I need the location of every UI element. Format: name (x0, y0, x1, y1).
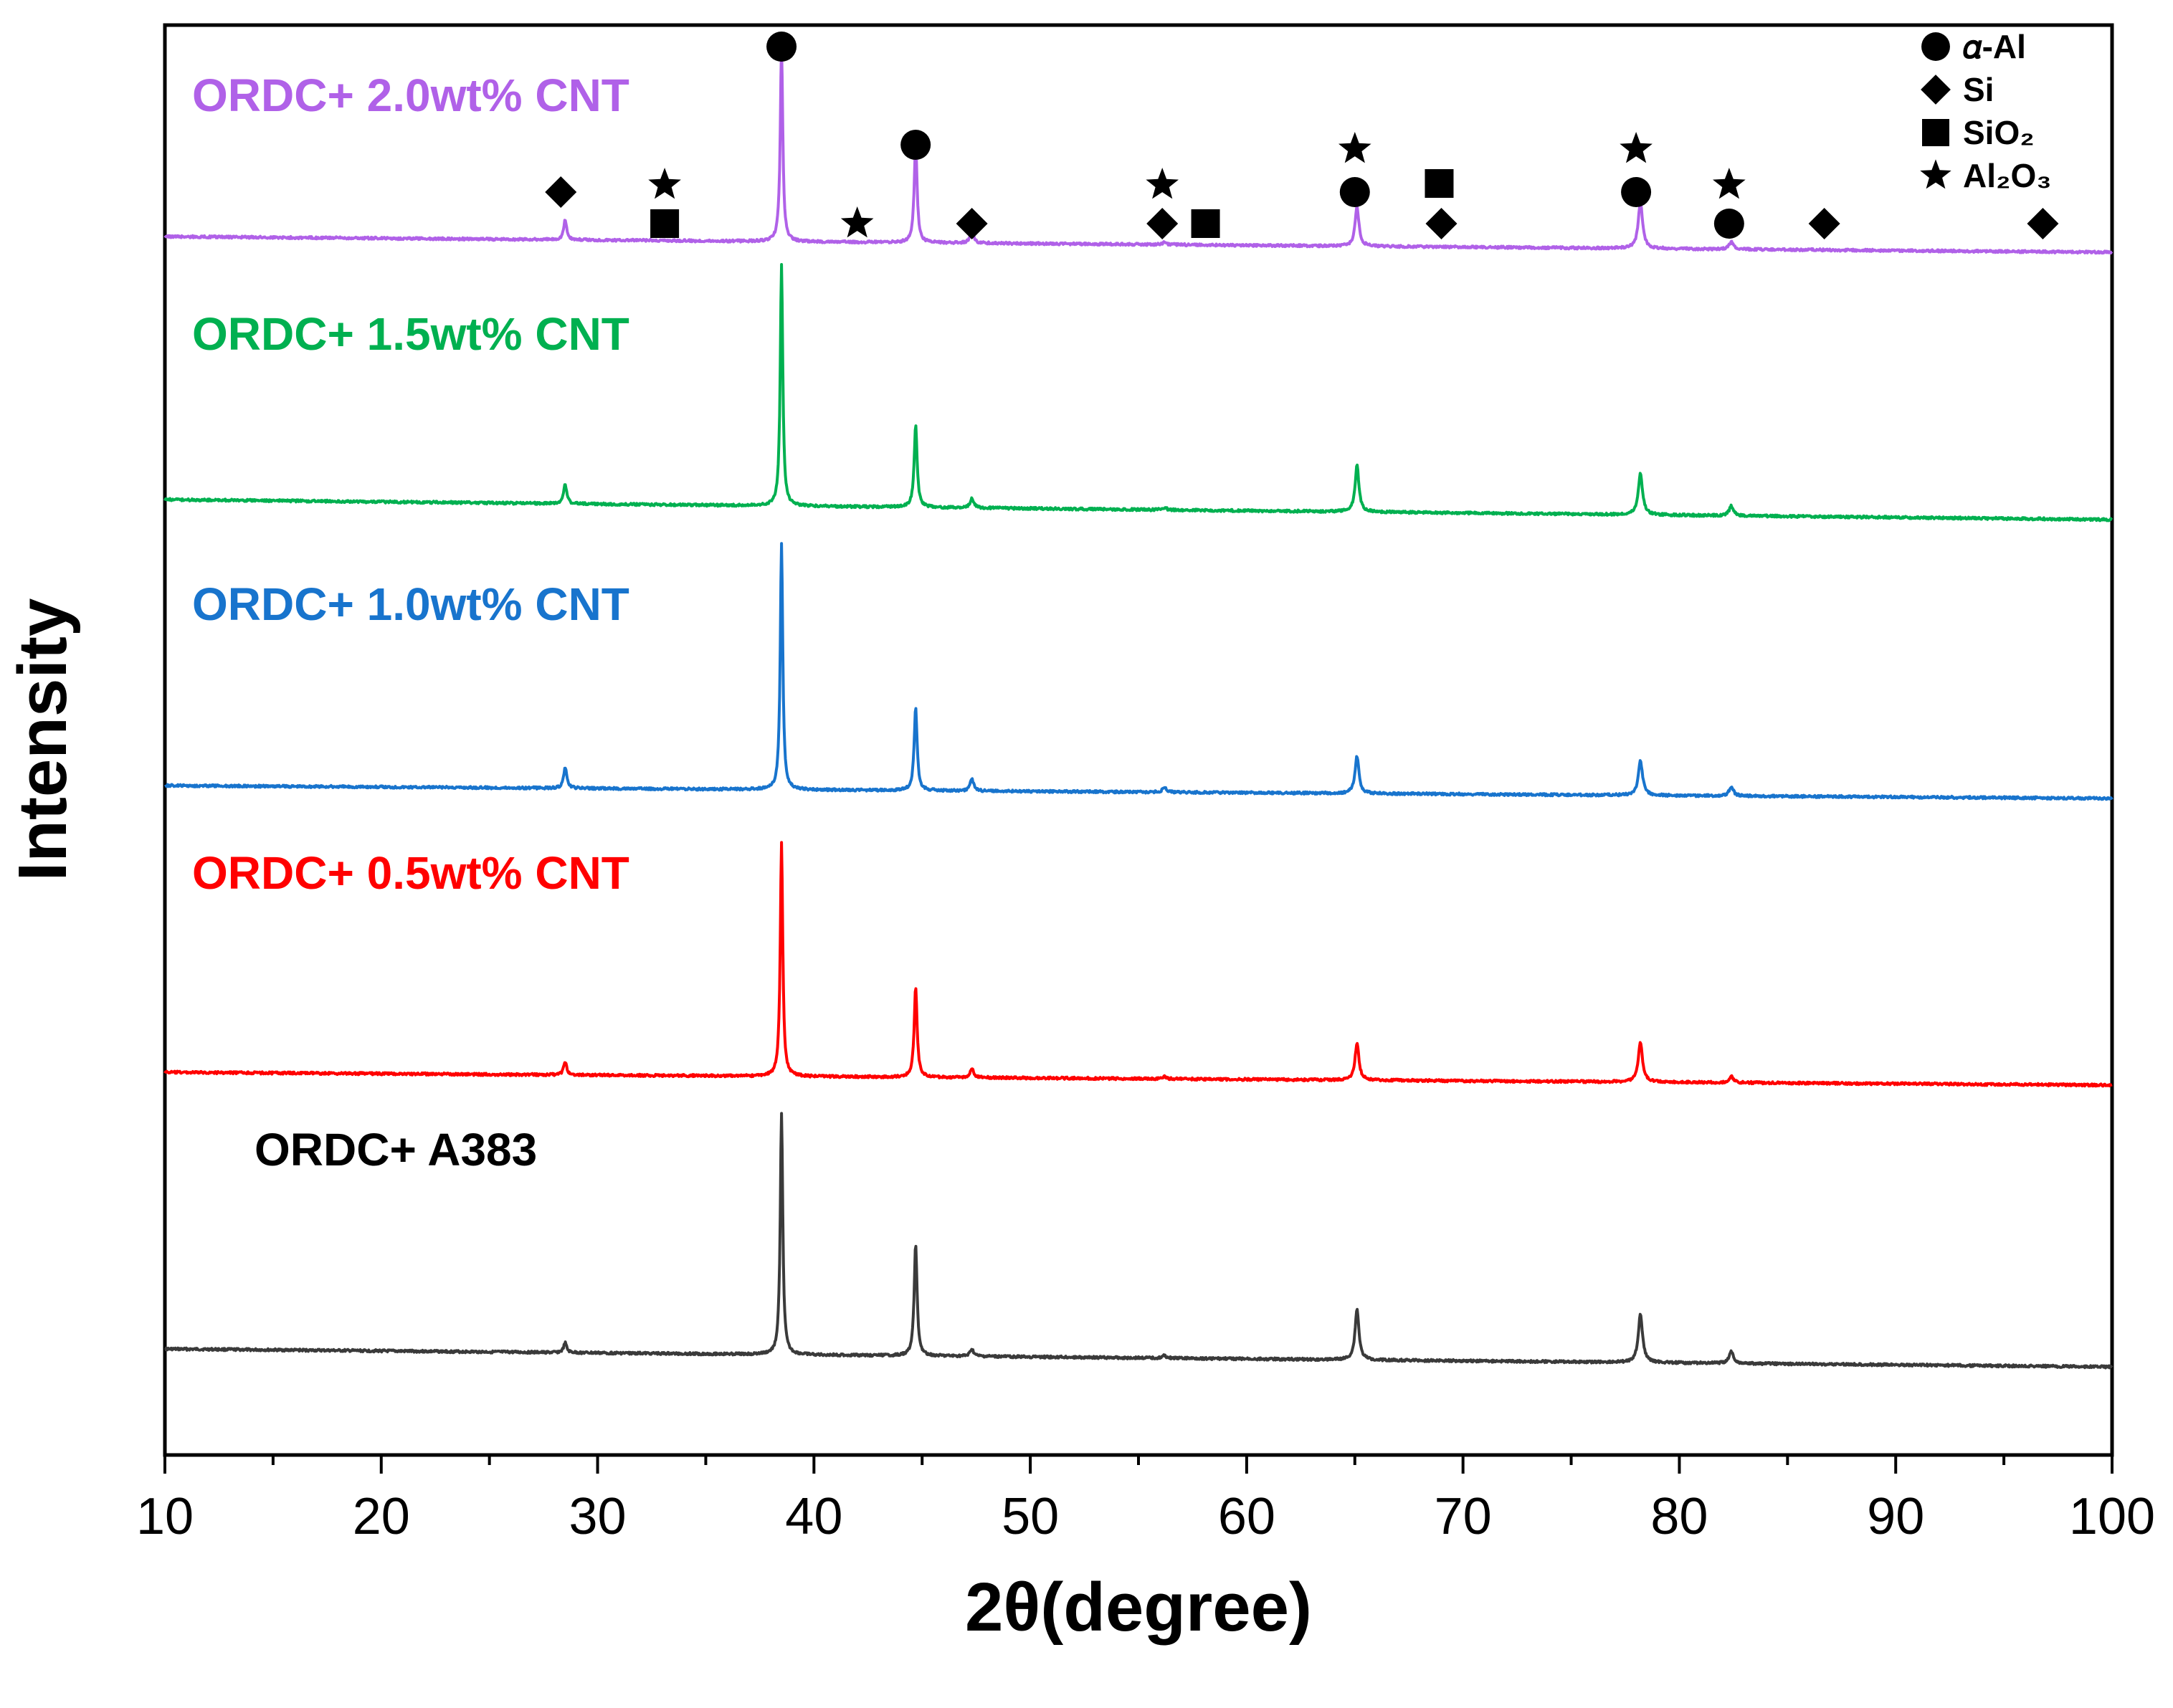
x-tick-label: 100 (2069, 1488, 2155, 1545)
legend-label: Al₂O₃ (1963, 157, 2052, 194)
series-line (163, 542, 2113, 801)
legend-label: Si (1963, 71, 1994, 108)
series-label: ORDC+ 1.0wt% CNT (192, 578, 629, 630)
series-labels-layer: ORDC+ A383 ORDC+ 0.5wt% CNT ORDC+ 1.0wt% C… (192, 70, 629, 1175)
sio2-marker (1191, 209, 1220, 238)
x-tick-label: 50 (1002, 1488, 1059, 1545)
si-marker (956, 208, 988, 239)
al2o3-marker (1338, 132, 1371, 163)
alpha-al-marker (1621, 177, 1652, 207)
series-label: ORDC+ 0.5wt% CNT (192, 847, 629, 899)
series-layer (163, 44, 2113, 1370)
x-tick-label: 40 (785, 1488, 842, 1545)
sio2-marker (650, 209, 680, 238)
series-line (163, 44, 2113, 255)
series-line (163, 1112, 2113, 1370)
al2o3-marker (840, 206, 874, 238)
x-tick-label: 60 (1218, 1488, 1275, 1545)
x-axis-ticks: 10 20 30 40 50 60 70 80 90 100 (136, 1455, 2155, 1545)
y-axis-title: Intensity (4, 598, 81, 882)
x-axis-title: 2θ(degree) (965, 1569, 1312, 1646)
series-line (163, 841, 2113, 1088)
si-marker (2027, 208, 2059, 239)
sio2-marker (1425, 169, 1454, 198)
phase-markers-layer (545, 32, 2059, 239)
si-marker (1808, 208, 1840, 239)
al2o3-marker (1146, 168, 1179, 199)
x-tick-label: 10 (136, 1488, 194, 1545)
alpha-al-marker (1713, 209, 1744, 239)
series-label: ORDC+ 2.0wt% CNT (192, 70, 629, 121)
sio2-marker (1922, 119, 1949, 146)
series-line (163, 263, 2113, 523)
al2o3-marker (1620, 132, 1653, 163)
al2o3-marker (648, 168, 681, 199)
x-tick-label: 30 (569, 1488, 627, 1545)
al2o3-marker (1920, 159, 1951, 189)
si-marker (1425, 208, 1458, 239)
series-label: ORDC+ A383 (255, 1124, 537, 1175)
alpha-al-marker (900, 130, 931, 160)
x-tick-label: 90 (1867, 1488, 1924, 1545)
x-tick-label: 20 (353, 1488, 410, 1545)
si-marker (1921, 75, 1951, 105)
legend: 𝛼-Al Si SiO₂ Al₂O₃ (1920, 28, 2052, 194)
x-tick-label: 80 (1650, 1488, 1708, 1545)
al2o3-marker (1713, 168, 1746, 199)
alpha-al-marker (1339, 177, 1370, 207)
alpha-al-marker (766, 32, 797, 62)
series-label: ORDC+ 1.5wt% CNT (192, 308, 629, 360)
legend-label: SiO₂ (1963, 114, 2035, 151)
x-tick-label: 70 (1435, 1488, 1492, 1545)
si-marker (1146, 208, 1179, 239)
alpha-al-marker (1921, 32, 1950, 61)
legend-label: 𝛼-Al (1963, 28, 2026, 65)
si-marker (545, 176, 577, 208)
